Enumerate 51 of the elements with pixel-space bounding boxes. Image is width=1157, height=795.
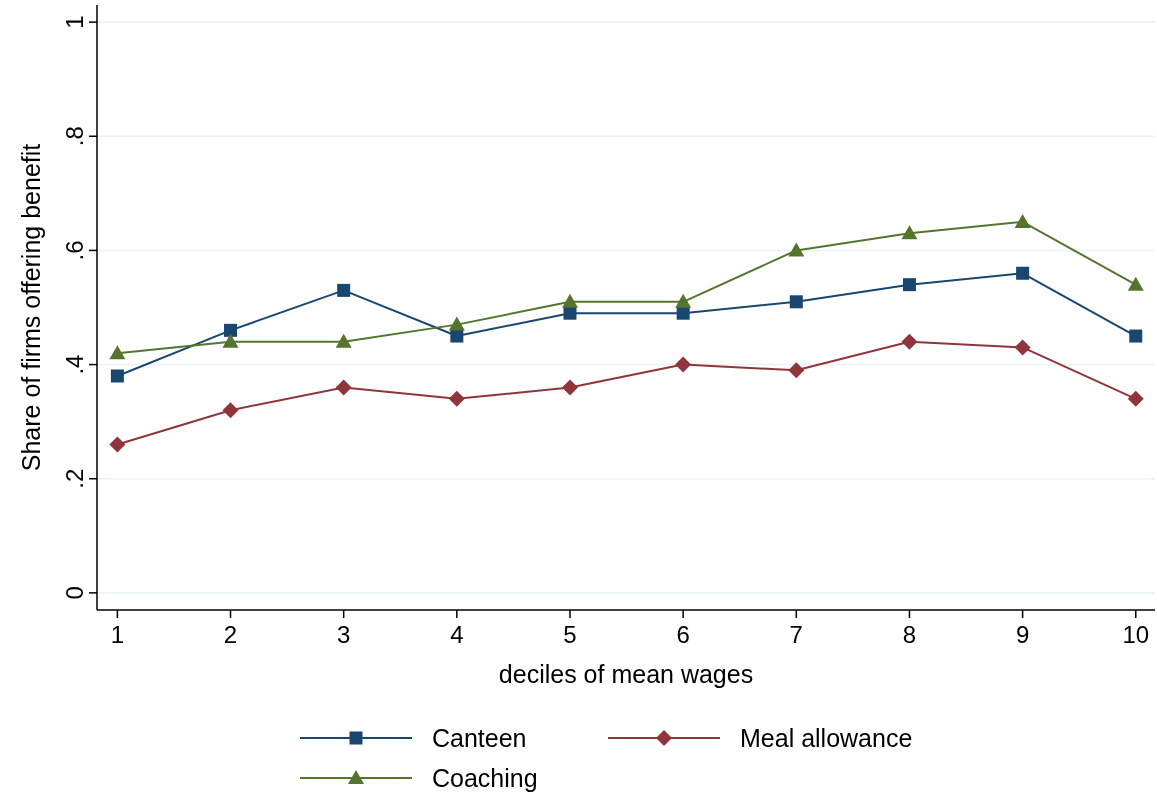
x-tick-label: 3 [337, 621, 351, 648]
y-tick-label: .4 [61, 354, 88, 375]
x-tick-label: 6 [676, 621, 690, 648]
point [1129, 329, 1143, 343]
legend-label: Meal allowance [740, 724, 913, 752]
point [901, 225, 918, 240]
point [788, 362, 805, 379]
y-tick-label: .2 [61, 468, 88, 489]
legend-label: Canteen [432, 724, 527, 752]
point [222, 402, 239, 419]
point [1127, 276, 1144, 291]
point [335, 379, 352, 396]
y-tick-label: 0 [61, 586, 88, 600]
point [335, 333, 352, 348]
point [109, 345, 126, 360]
point [789, 295, 803, 309]
x-tick-label: 10 [1122, 621, 1150, 648]
point [337, 283, 351, 297]
point [1014, 339, 1031, 356]
point [1014, 213, 1031, 228]
y-tick-label: .6 [61, 240, 88, 261]
point [561, 293, 578, 308]
legend-label: Coaching [432, 764, 538, 792]
x-tick-label: 9 [1015, 621, 1030, 648]
point [110, 369, 124, 383]
point [675, 356, 692, 373]
point [902, 278, 916, 292]
x-tick-label: 7 [789, 621, 803, 648]
point [448, 316, 465, 331]
x-tick-label: 2 [223, 621, 238, 648]
point [561, 379, 578, 396]
x-tick-label: 4 [450, 621, 464, 648]
point [676, 306, 690, 320]
point [563, 306, 577, 320]
y-tick-label: .8 [61, 126, 88, 147]
point [1016, 266, 1030, 280]
point [224, 323, 238, 337]
point [222, 333, 239, 348]
y-tick-label: 1 [61, 15, 88, 29]
point [788, 242, 805, 257]
y-axis-title: Share of firms offering benefit [17, 143, 45, 472]
x-tick-label: 1 [110, 621, 125, 648]
point [901, 333, 918, 350]
point [450, 329, 464, 343]
point [109, 436, 126, 453]
point [675, 293, 692, 308]
point [1127, 390, 1144, 407]
x-tick-label: 8 [902, 621, 917, 648]
x-axis-title: deciles of mean wages [498, 660, 754, 688]
point [448, 390, 465, 407]
x-tick-label: 5 [563, 621, 577, 648]
